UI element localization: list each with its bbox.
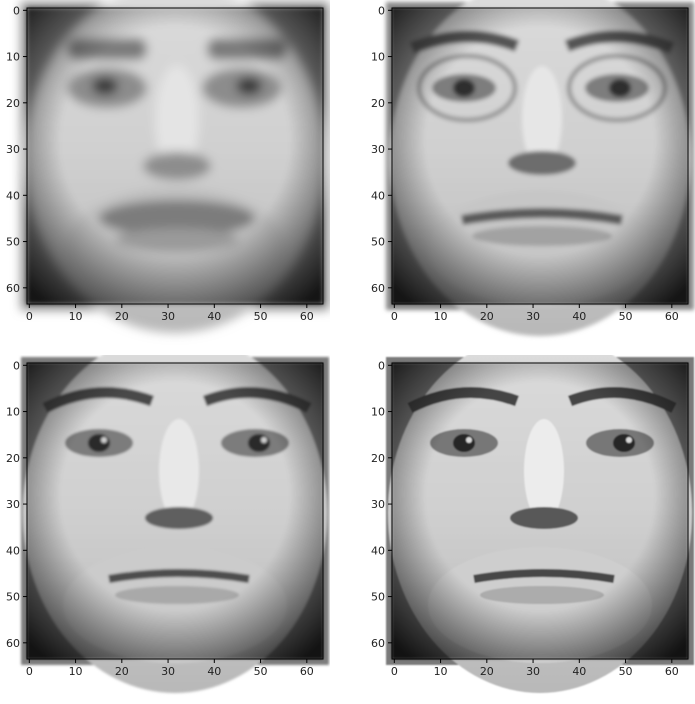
y-tick-label: 30	[371, 498, 385, 511]
y-tick-label: 60	[371, 282, 385, 295]
y-tick-label: 50	[371, 591, 385, 604]
y-tick-label: 10	[371, 406, 385, 419]
face-panel-4: 0 10 20 30 40 50 60 0 10 20 30 40 50 60	[365, 333, 695, 704]
x-tick-label: 0	[26, 310, 33, 323]
y-tick-label: 40	[371, 544, 385, 557]
y-tick-label: 60	[371, 637, 385, 650]
y-tick-label: 50	[371, 236, 385, 249]
y-tick-label: 30	[6, 498, 20, 511]
y-tick-label: 20	[6, 97, 20, 110]
y-tick-label: 20	[371, 97, 385, 110]
face-panel-2: 0 10 20 30 40 50 60 0 10 20 30 40 50 60	[365, 0, 695, 349]
x-axis-ticks-1: 0 10 20 30 40 50 60	[26, 304, 314, 323]
x-tick-label: 20	[115, 665, 129, 678]
x-tick-label: 20	[480, 665, 494, 678]
y-tick-label: 0	[13, 4, 20, 17]
y-tick-label: 0	[13, 359, 20, 372]
x-tick-label: 50	[619, 310, 633, 323]
x-tick-label: 50	[254, 665, 268, 678]
y-tick-label: 40	[6, 544, 20, 557]
x-tick-label: 10	[434, 665, 448, 678]
x-tick-label: 10	[69, 665, 83, 678]
y-axis-ticks-3: 0 10 20 30 40 50 60	[6, 359, 27, 650]
y-tick-label: 20	[371, 452, 385, 465]
y-tick-label: 30	[371, 143, 385, 156]
y-tick-label: 60	[6, 282, 20, 295]
x-tick-label: 30	[526, 310, 540, 323]
x-axis-ticks-4: 0 10 20 30 40 50 60	[391, 659, 679, 678]
y-tick-label: 40	[371, 189, 385, 202]
x-tick-label: 20	[115, 310, 129, 323]
y-tick-label: 0	[378, 359, 385, 372]
y-tick-label: 60	[6, 637, 20, 650]
x-tick-label: 60	[300, 665, 314, 678]
x-tick-label: 0	[26, 665, 33, 678]
y-tick-label: 50	[6, 591, 20, 604]
face-axes-1: 0 10 20 30 40 50 60 0 10 20 30 40 50 60	[6, 0, 329, 333]
x-tick-label: 30	[161, 310, 175, 323]
y-tick-label: 10	[6, 51, 20, 64]
face-axes-2: 0 10 20 30 40 50 60 0 10 20 30 40 50 60	[371, 0, 694, 336]
x-tick-label: 40	[207, 665, 221, 678]
x-tick-label: 0	[391, 665, 398, 678]
y-axis-ticks-1: 0 10 20 30 40 50 60	[6, 4, 27, 295]
x-tick-label: 30	[161, 665, 175, 678]
x-tick-label: 50	[254, 310, 268, 323]
x-tick-label: 50	[619, 665, 633, 678]
y-tick-label: 30	[6, 143, 20, 156]
y-axis-ticks-2: 0 10 20 30 40 50 60	[371, 4, 392, 295]
x-axis-ticks-2: 0 10 20 30 40 50 60	[391, 304, 679, 323]
face-axes-3: 0 10 20 30 40 50 60 0 10 20 30 40 50 60	[6, 333, 329, 693]
x-tick-label: 10	[69, 310, 83, 323]
x-tick-label: 60	[300, 310, 314, 323]
x-tick-label: 40	[207, 310, 221, 323]
y-tick-label: 0	[378, 4, 385, 17]
face-panel-3: 0 10 20 30 40 50 60 0 10 20 30 40 50 60	[0, 333, 330, 704]
y-tick-label: 10	[6, 406, 20, 419]
x-tick-label: 0	[391, 310, 398, 323]
x-tick-label: 40	[572, 665, 586, 678]
x-axis-ticks-3: 0 10 20 30 40 50 60	[26, 659, 314, 678]
y-tick-label: 20	[6, 452, 20, 465]
face-axes-4: 0 10 20 30 40 50 60 0 10 20 30 40 50 60	[371, 333, 694, 693]
y-tick-label: 40	[6, 189, 20, 202]
y-axis-ticks-4: 0 10 20 30 40 50 60	[371, 359, 392, 650]
x-tick-label: 10	[434, 310, 448, 323]
x-tick-label: 40	[572, 310, 586, 323]
x-tick-label: 30	[526, 665, 540, 678]
y-tick-label: 10	[371, 51, 385, 64]
face-panel-1: 0 10 20 30 40 50 60 0 10 20 30 40 50 60	[0, 0, 330, 349]
x-tick-label: 60	[665, 665, 679, 678]
y-tick-label: 50	[6, 236, 20, 249]
x-tick-label: 60	[665, 310, 679, 323]
x-tick-label: 20	[480, 310, 494, 323]
